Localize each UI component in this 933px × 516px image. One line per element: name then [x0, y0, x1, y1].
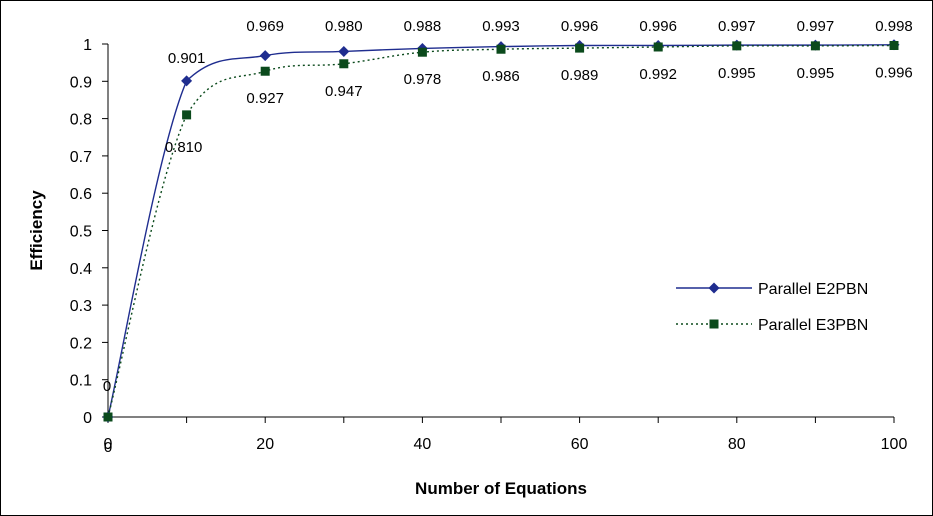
data-label-parallel-e2pbn: 0.988: [404, 18, 442, 35]
legend-marker-parallel-e3pbn: [709, 319, 719, 329]
data-label-parallel-e2pbn: 0.997: [718, 18, 756, 35]
data-label-parallel-e3pbn: 0.989: [561, 67, 599, 84]
data-label-parallel-e3pbn: 0: [104, 439, 112, 456]
data-label-parallel-e2pbn: 0: [103, 378, 111, 395]
data-point-parallel-e3pbn: [103, 412, 113, 422]
legend-label-parallel-e3pbn: Parallel E3PBN: [758, 317, 868, 334]
data-point-parallel-e3pbn: [339, 59, 349, 69]
x-tick-label: 60: [571, 436, 589, 453]
data-label-parallel-e3pbn: 0.995: [797, 65, 835, 82]
data-label-parallel-e2pbn: 0.969: [246, 18, 284, 35]
x-tick-label: 80: [728, 436, 746, 453]
data-label-parallel-e2pbn: 0.996: [639, 18, 677, 35]
y-tick-label: 0.4: [70, 261, 92, 278]
series-line-parallel-e3pbn: [107, 44, 895, 418]
data-label-parallel-e2pbn: 0.993: [482, 18, 520, 35]
y-tick-label: 0.9: [70, 74, 92, 91]
data-label-parallel-e2pbn: 0.901: [168, 50, 206, 67]
data-label-parallel-e3pbn: 0.986: [482, 68, 520, 85]
y-axis-title: Efficiency: [27, 190, 46, 271]
data-point-parallel-e3pbn: [417, 47, 427, 57]
legend-label-parallel-e2pbn: Parallel E2PBN: [758, 281, 868, 298]
data-label-parallel-e2pbn: 0.997: [797, 18, 835, 35]
data-label-parallel-e3pbn: 0.810: [165, 139, 203, 156]
data-label-parallel-e3pbn: 0.995: [718, 65, 756, 82]
legend-marker-parallel-e2pbn: [708, 282, 720, 294]
data-label-parallel-e2pbn: 0.996: [561, 18, 599, 35]
y-tick-label: 1: [83, 37, 92, 54]
axes: 0 0.1 0.2 0.3 0.4 0.5 0.6 0.7 0.8 0.9 1 0 20 40 60 80 10…: [70, 37, 908, 453]
y-tick-label: 0.7: [70, 149, 92, 166]
x-tick-label: 100: [881, 436, 908, 453]
data-point-parallel-e3pbn: [496, 44, 506, 54]
y-tick-label: 0.1: [70, 373, 92, 390]
data-point-parallel-e3pbn: [653, 42, 663, 52]
x-tick-label: 0: [104, 436, 113, 453]
x-axis-title: Number of Equations: [415, 479, 587, 498]
data-labels: 0 0.901 0.969 0.980 0.988 0.993 0.996 0.996 0.99…: [103, 18, 913, 456]
data-label-parallel-e3pbn: 0.947: [325, 83, 363, 100]
x-tick-label: 20: [256, 436, 274, 453]
series-line-parallel-e2pbn: [107, 44, 895, 418]
x-tick-label: 40: [414, 436, 432, 453]
data-label-parallel-e3pbn: 0.927: [246, 90, 284, 107]
data-label-parallel-e2pbn: 0.998: [875, 18, 913, 35]
y-tick-label: 0.2: [70, 335, 92, 352]
data-point-parallel-e3pbn: [889, 40, 899, 50]
data-label-parallel-e3pbn: 0.996: [875, 64, 913, 81]
data-label-parallel-e3pbn: 0.992: [639, 66, 677, 83]
y-tick-label: 0: [83, 410, 92, 427]
y-tick-label: 0.6: [70, 186, 92, 203]
data-label-parallel-e3pbn: 0.978: [404, 71, 442, 88]
data-point-parallel-e3pbn: [732, 41, 742, 51]
data-point-parallel-e3pbn: [810, 41, 820, 51]
legend: Parallel E2PBN Parallel E3PBN: [676, 281, 868, 334]
data-point-parallel-e3pbn: [260, 66, 270, 76]
data-point-parallel-e2pbn: [181, 75, 193, 87]
data-label-parallel-e2pbn: 0.980: [325, 18, 363, 35]
data-point-parallel-e3pbn: [182, 110, 192, 120]
series-group: [102, 39, 900, 423]
y-tick-label: 0.8: [70, 112, 92, 129]
data-point-parallel-e2pbn: [338, 45, 350, 57]
data-point-parallel-e3pbn: [575, 43, 585, 53]
data-point-parallel-e2pbn: [259, 50, 271, 62]
y-tick-label: 0.5: [70, 224, 92, 241]
y-tick-label: 0.3: [70, 298, 92, 315]
